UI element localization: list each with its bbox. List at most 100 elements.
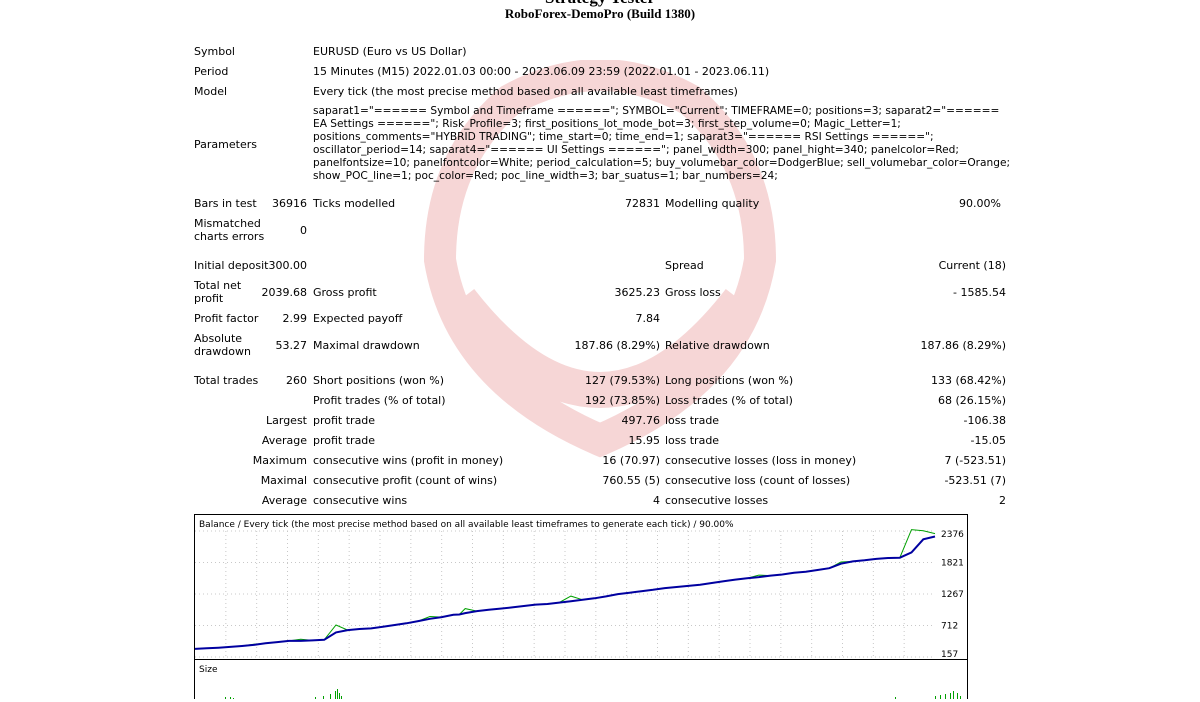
max-consecutive-wins-label: consecutive wins (profit in money) bbox=[313, 454, 504, 467]
short-positions-label: Short positions (won %) bbox=[313, 374, 445, 387]
absolute-dd-label-1: Absolute bbox=[194, 332, 243, 345]
parameters-label: Parameters bbox=[194, 138, 257, 151]
profit-factor-label: Profit factor bbox=[194, 312, 259, 325]
avg-consecutive-wins-label: consecutive wins bbox=[313, 494, 408, 507]
size-bar bbox=[233, 698, 234, 699]
mismatched-label-1: Mismatched bbox=[194, 217, 261, 230]
size-panel-svg: Size bbox=[199, 665, 961, 699]
maximal-dd-label: Maximal drawdown bbox=[313, 339, 420, 352]
chart-title: Balance / Every tick (the most precise m… bbox=[199, 520, 734, 530]
size-bar bbox=[335, 691, 336, 699]
balance-chart-svg: 2376 1821 1267 712 157 Balance / Every tick … bbox=[194, 520, 964, 660]
size-bar bbox=[945, 694, 946, 699]
size-panel-label: Size bbox=[199, 665, 218, 675]
maximal-consecutive-loss-label: consecutive loss (count of losses) bbox=[665, 474, 851, 487]
gross-loss-label: Gross loss bbox=[665, 286, 721, 299]
modelling-quality-value: 90.00% bbox=[959, 197, 1001, 210]
total-trades-label: Total trades bbox=[194, 374, 259, 387]
average-loss-value: -15.05 bbox=[970, 434, 1006, 447]
size-bar bbox=[330, 694, 331, 699]
total-net-label-2: profit bbox=[194, 292, 224, 305]
average-consecutive-label: Average bbox=[261, 494, 307, 507]
mismatched-label-2: charts errors bbox=[194, 230, 265, 243]
maximum-label: Maximum bbox=[252, 454, 307, 467]
size-bar bbox=[230, 697, 231, 699]
gross-loss-value: - 1585.54 bbox=[953, 286, 1006, 299]
absolute-dd-value: 53.27 bbox=[275, 339, 308, 352]
maximal-dd-value: 187.86 (8.29%) bbox=[574, 339, 660, 352]
total-net-value: 2039.68 bbox=[261, 286, 308, 299]
size-bar bbox=[940, 695, 941, 699]
model-value: Every tick (the most precise method base… bbox=[313, 85, 738, 98]
average-profit-label: profit trade bbox=[313, 434, 376, 447]
balance-chart: 2376 1821 1267 712 157 Balance / Every tick … bbox=[194, 514, 968, 660]
expected-payoff-label: Expected payoff bbox=[313, 312, 403, 325]
size-bar bbox=[337, 689, 338, 699]
relative-dd-label: Relative drawdown bbox=[665, 339, 770, 352]
period-label: Period bbox=[194, 65, 229, 78]
short-positions-value: 127 (79.53%) bbox=[584, 374, 660, 387]
y-tick-label: 1267 bbox=[941, 590, 964, 600]
average-loss-label: loss trade bbox=[665, 434, 720, 447]
gross-profit-label: Gross profit bbox=[313, 286, 377, 299]
model-label: Model bbox=[194, 85, 228, 98]
maximal-label: Maximal bbox=[260, 474, 307, 487]
long-positions-label: Long positions (won %) bbox=[665, 374, 794, 387]
largest-loss-value: -106.38 bbox=[963, 414, 1006, 427]
gross-profit-value: 3625.23 bbox=[614, 286, 661, 299]
y-tick-label: 1821 bbox=[941, 559, 964, 569]
profit-trades-label: Profit trades (% of total) bbox=[313, 394, 446, 407]
size-bar bbox=[339, 693, 340, 699]
bars-in-test-value: 36916 bbox=[272, 197, 307, 210]
y-tick-label: 712 bbox=[941, 621, 958, 631]
modelling-quality-label: Modelling quality bbox=[665, 197, 760, 210]
series-line-balance bbox=[194, 535, 936, 650]
parameters-value: saparat1="====== Symbol and Timeframe ==… bbox=[313, 105, 1011, 182]
size-bar bbox=[957, 693, 958, 699]
initial-deposit-value: 300.00 bbox=[268, 259, 308, 272]
average-label: Average bbox=[261, 434, 307, 447]
maximal-consecutive-loss-value: -523.51 (7) bbox=[944, 474, 1006, 487]
size-bar bbox=[953, 691, 954, 699]
max-consecutive-wins-value: 16 (70.97) bbox=[602, 454, 660, 467]
report-server: RoboForex-DemoPro (Build 1380) bbox=[504, 6, 696, 21]
max-consecutive-losses-label: consecutive losses (loss in money) bbox=[665, 454, 857, 467]
report-title: Strategy Tester bbox=[0, 0, 1200, 8]
ticks-modelled-value: 72831 bbox=[625, 197, 660, 210]
average-profit-value: 15.95 bbox=[628, 434, 661, 447]
long-positions-value: 133 (68.42%) bbox=[930, 374, 1006, 387]
relative-dd-value: 187.86 (8.29%) bbox=[920, 339, 1006, 352]
y-tick-label: 2376 bbox=[941, 530, 964, 540]
avg-consecutive-wins-value: 4 bbox=[653, 494, 660, 507]
period-value: 15 Minutes (M15) 2022.01.03 00:00 - 2023… bbox=[313, 65, 770, 78]
profit-trades-value: 192 (73.85%) bbox=[584, 394, 660, 407]
spread-value: Current (18) bbox=[938, 259, 1006, 272]
initial-deposit-label: Initial deposit bbox=[194, 259, 269, 272]
symbol-label: Symbol bbox=[194, 45, 235, 58]
bars-in-test-label: Bars in test bbox=[194, 197, 257, 210]
mismatched-value: 0 bbox=[300, 224, 307, 237]
size-bar bbox=[225, 697, 226, 699]
maximal-consecutive-profit-value: 760.55 (5) bbox=[602, 474, 660, 487]
max-consecutive-losses-value: 7 (-523.51) bbox=[944, 454, 1006, 467]
total-trades-value: 260 bbox=[286, 374, 307, 387]
total-net-label-1: Total net bbox=[194, 279, 242, 292]
profit-factor-value: 2.99 bbox=[282, 312, 308, 325]
largest-profit-label: profit trade bbox=[313, 414, 376, 427]
largest-label: Largest bbox=[266, 414, 307, 427]
y-tick-label: 157 bbox=[941, 650, 958, 659]
symbol-value: EURUSD (Euro vs US Dollar) bbox=[313, 45, 467, 58]
size-bar bbox=[895, 697, 896, 699]
maximal-consecutive-profit-label: consecutive profit (count of wins) bbox=[313, 474, 498, 487]
expected-payoff-value: 7.84 bbox=[635, 312, 661, 325]
absolute-dd-label-2: drawdown bbox=[194, 345, 251, 358]
ticks-modelled-label: Ticks modelled bbox=[313, 197, 396, 210]
spread-label: Spread bbox=[665, 259, 704, 272]
size-bar bbox=[950, 693, 951, 699]
loss-trades-value: 68 (26.15%) bbox=[937, 394, 1006, 407]
loss-trades-label: Loss trades (% of total) bbox=[665, 394, 793, 407]
largest-profit-value: 497.76 bbox=[621, 414, 661, 427]
avg-consecutive-losses-label: consecutive losses bbox=[665, 494, 769, 507]
avg-consecutive-losses-value: 2 bbox=[999, 494, 1006, 507]
size-bar bbox=[315, 697, 316, 699]
